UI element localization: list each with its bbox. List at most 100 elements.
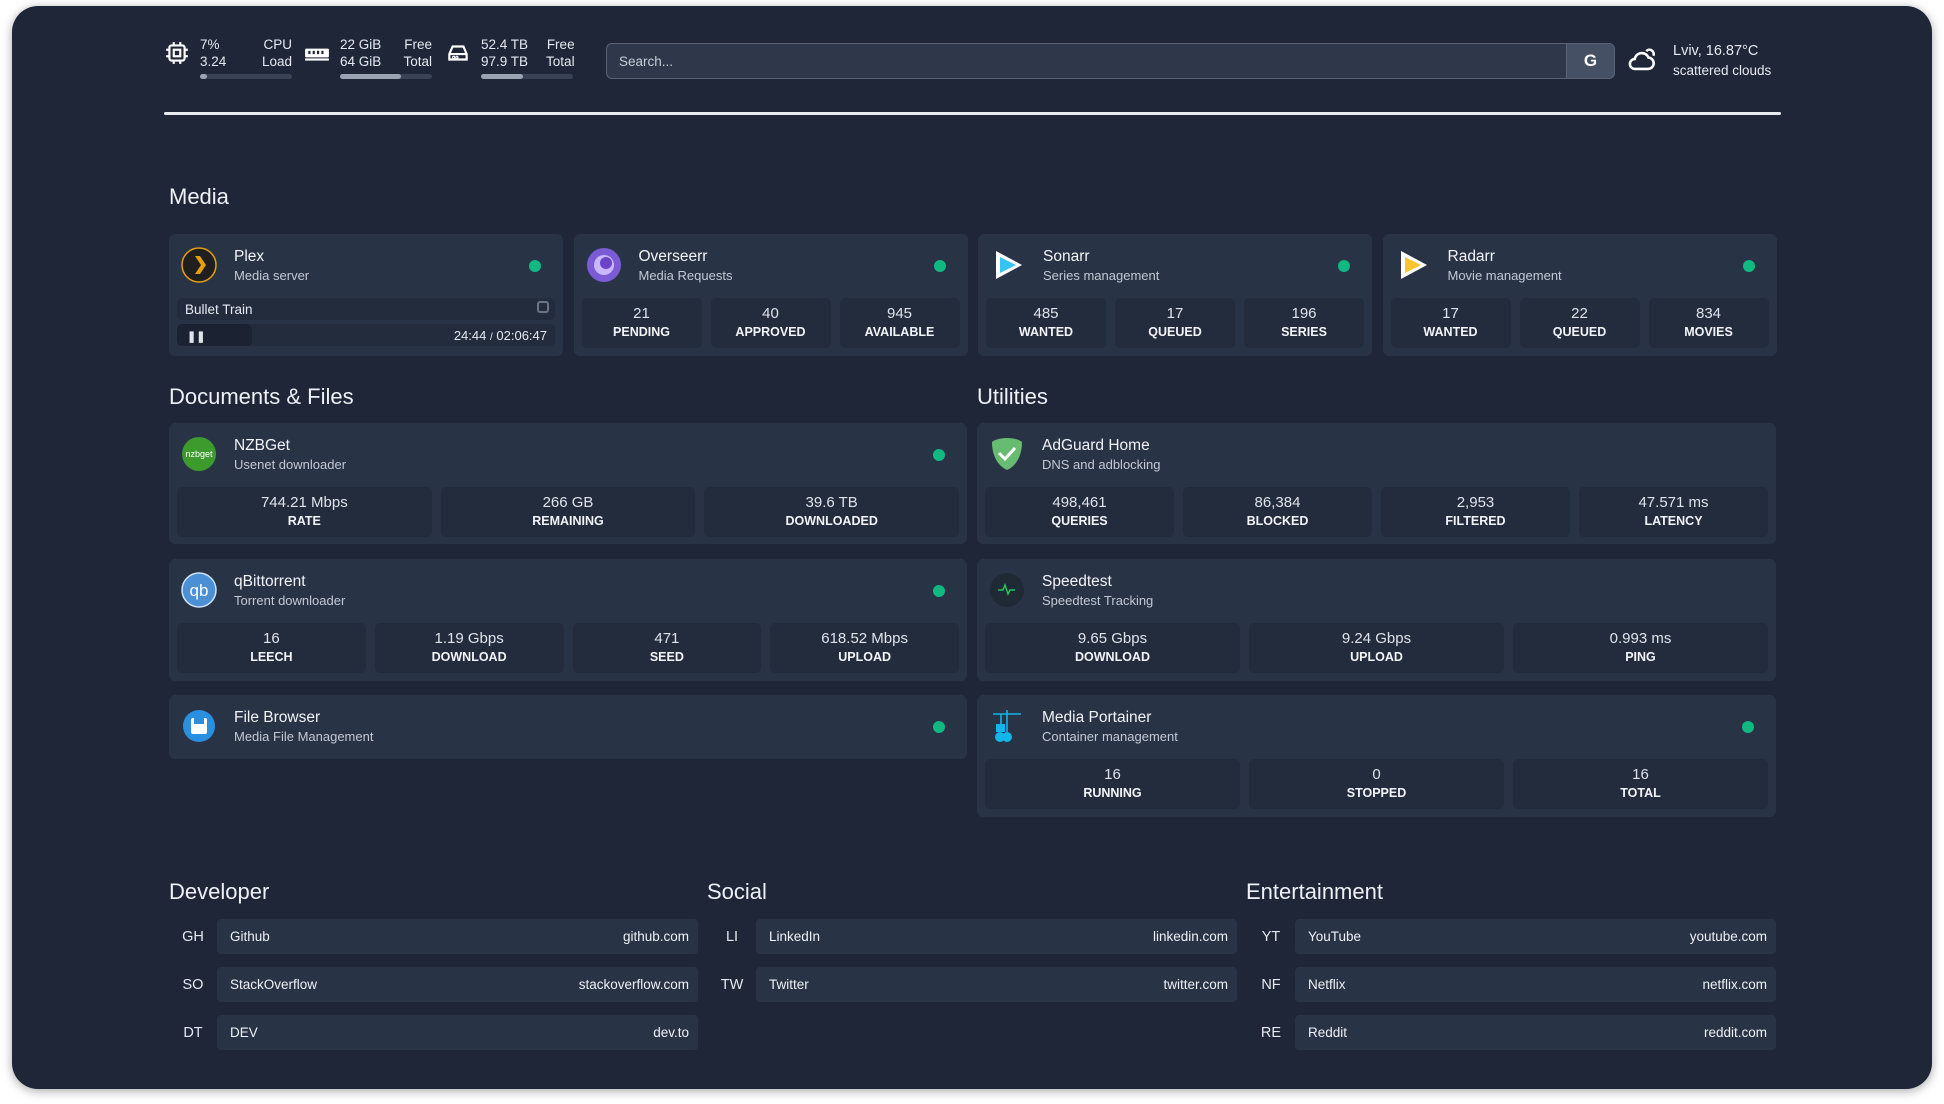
bookmark-netflix[interactable]: NF Netflix netflix.com: [1247, 967, 1776, 1002]
bookmark-linkedin[interactable]: LI LinkedIn linkedin.com: [708, 919, 1237, 954]
memory-free: 22 GiB: [340, 37, 382, 52]
bookmark-link[interactable]: LinkedIn linkedin.com: [756, 919, 1237, 954]
stream-icon: [537, 301, 549, 313]
plex-icon: [181, 247, 217, 283]
bookmark-link[interactable]: YouTube youtube.com: [1295, 919, 1776, 954]
nzbget-icon: nzbget: [182, 437, 216, 471]
separator: /: [489, 332, 493, 343]
total-label: Total: [546, 54, 575, 69]
stats: 21 PENDING 40 APPROVED 945 AVAILABLE: [581, 298, 960, 348]
stat-label: BLOCKED: [1246, 514, 1309, 528]
service-subtitle: Media Requests: [638, 268, 733, 283]
service-card-adguard-home[interactable]: AdGuard Home DNS and adblocking 498,461 QU…: [977, 423, 1776, 544]
service-subtitle: Series management: [1043, 268, 1160, 283]
load-label: Load: [261, 54, 292, 69]
stats: 9.65 Gbps DOWNLOAD 9.24 Gbps UPLOAD 0.993 ms…: [985, 623, 1768, 673]
stats: 498,461 QUERIES 86,384 BLOCKED 2,953 FILTERED…: [985, 487, 1768, 537]
bookmark-url: linkedin.com: [1152, 929, 1228, 944]
stat-label: TOTAL: [1620, 786, 1661, 800]
service-subtitle: Container management: [1042, 729, 1178, 744]
stat-label: STOPPED: [1346, 786, 1407, 800]
playback-progress: ❚❚ 24:44 / 02:06:47: [177, 324, 555, 346]
stat-label: PING: [1625, 650, 1656, 664]
stat-value: 266 GB: [542, 494, 594, 511]
service-subtitle: Usenet downloader: [234, 457, 347, 472]
search-provider-button[interactable]: G: [1566, 44, 1614, 78]
stat-filtered: 2,953 FILTERED: [1381, 487, 1570, 537]
stat-value: 17: [1442, 305, 1459, 322]
bookmark-link[interactable]: DEV dev.to: [217, 1015, 698, 1050]
service-card-sonarr[interactable]: Sonarr Series management 485 WANTED 17 QUEUE…: [978, 234, 1372, 356]
status-indicator: [529, 260, 541, 272]
stat-label: AVAILABLE: [864, 325, 935, 339]
service-card-plex[interactable]: Plex Media server Bullet Train ❚❚ 24:44 …: [169, 234, 563, 356]
stat-queued: 17 QUEUED: [1115, 298, 1235, 348]
service-card-speedtest[interactable]: Speedtest Speedtest Tracking 9.65 Gbps DOW…: [977, 559, 1776, 681]
bookmark-link[interactable]: Netflix netflix.com: [1295, 967, 1776, 1002]
service-title: File Browser: [234, 709, 321, 726]
stat-value: 16: [1632, 766, 1649, 783]
file-browser-icon: [183, 710, 215, 742]
stat-label: LEECH: [250, 650, 293, 664]
bookmark-url: stackoverflow.com: [578, 977, 689, 992]
service-title: Plex: [234, 248, 265, 265]
stats: 744.21 Mbps RATE 266 GB REMAINING 39.6 TB DOW…: [177, 487, 960, 537]
bookmark-link[interactable]: StackOverflow stackoverflow.com: [217, 967, 698, 1002]
stat-queries: 498,461 QUERIES: [985, 487, 1174, 537]
service-subtitle: Torrent downloader: [234, 593, 346, 608]
stat-label: QUEUED: [1552, 325, 1607, 339]
stat-label: SERIES: [1281, 325, 1327, 339]
stat-label: WANTED: [1423, 325, 1478, 339]
service-card-qbittorrent[interactable]: qb qBittorrent Torrent downloader 16 LEECH…: [169, 559, 967, 681]
bookmark-url: twitter.com: [1163, 977, 1228, 992]
bookmark-url: youtube.com: [1689, 929, 1767, 944]
service-title: Radarr: [1447, 248, 1495, 265]
stats: 16 LEECH 1.19 Gbps DOWNLOAD 471 SEED 618.52 Mb…: [177, 623, 959, 673]
bookmark-youtube[interactable]: YT YouTube youtube.com: [1247, 919, 1776, 954]
stat-value: 0: [1372, 766, 1381, 783]
bookmark-link[interactable]: Github github.com: [217, 919, 698, 954]
search-input[interactable]: [607, 44, 1566, 78]
pause-icon[interactable]: ❚❚: [187, 331, 206, 343]
stat-upload: 9.24 Gbps UPLOAD: [1249, 623, 1504, 673]
service-title: qBittorrent: [234, 573, 306, 590]
stat-upload: 618.52 Mbps UPLOAD: [770, 623, 959, 673]
service-subtitle: Media server: [234, 268, 310, 283]
bookmark-twitter[interactable]: TW Twitter twitter.com: [708, 967, 1237, 1002]
disk-total: 97.9 TB: [481, 54, 529, 69]
now-playing: Bullet Train: [177, 298, 555, 320]
stat-value: 945: [886, 305, 913, 322]
stat-value: 40: [762, 305, 779, 322]
bookmark-url: reddit.com: [1703, 1025, 1767, 1040]
bookmark-link[interactable]: Twitter twitter.com: [756, 967, 1237, 1002]
stat-label: FILTERED: [1445, 514, 1506, 528]
stat-latency: 47.571 ms LATENCY: [1579, 487, 1768, 537]
stat-label: QUERIES: [1051, 514, 1108, 528]
stat-label: QUEUED: [1148, 325, 1202, 339]
free-label: Free: [546, 37, 575, 52]
service-card-nzbget[interactable]: nzbget NZBGet Usenet downloader 744.21 Mb…: [169, 423, 967, 544]
stat-value: 834: [1695, 305, 1722, 322]
service-card-radarr[interactable]: Radarr Movie management 17 WANTED 22 QUEUED 8…: [1382, 234, 1777, 356]
bookmark-dev[interactable]: DT DEV dev.to: [169, 1015, 698, 1050]
bookmark-abbr: TW: [720, 976, 744, 993]
bookmark-reddit[interactable]: RE Reddit reddit.com: [1247, 1015, 1776, 1050]
bookmark-link[interactable]: Reddit reddit.com: [1295, 1015, 1776, 1050]
svg-text:qb: qb: [190, 581, 209, 600]
bookmark-github[interactable]: GH Github github.com: [169, 919, 698, 954]
service-card-file-browser[interactable]: File Browser Media File Management: [169, 695, 967, 759]
adguard-icon: [992, 438, 1022, 470]
playback-duration: 02:06:47: [496, 328, 547, 343]
stat-label: WANTED: [1018, 325, 1074, 339]
service-card-media-portainer[interactable]: Media Portainer Container management 16 RU…: [977, 695, 1776, 817]
service-title: Sonarr: [1043, 248, 1090, 265]
stat-value: 1.19 Gbps: [434, 630, 504, 647]
stat-value: 9.24 Gbps: [1341, 630, 1412, 647]
service-card-overseerr[interactable]: Overseerr Media Requests 21 PENDING 40 APPRO…: [573, 234, 968, 356]
stat-value: 16: [1104, 766, 1121, 783]
bookmark-name: Netflix: [1308, 977, 1346, 992]
bookmark-stackoverflow[interactable]: SO StackOverflow stackoverflow.com: [169, 967, 698, 1002]
search-bar: G: [606, 43, 1615, 79]
weather-location: Lviv, 16.87°C: [1673, 43, 1759, 59]
disk-icon: [448, 45, 468, 61]
